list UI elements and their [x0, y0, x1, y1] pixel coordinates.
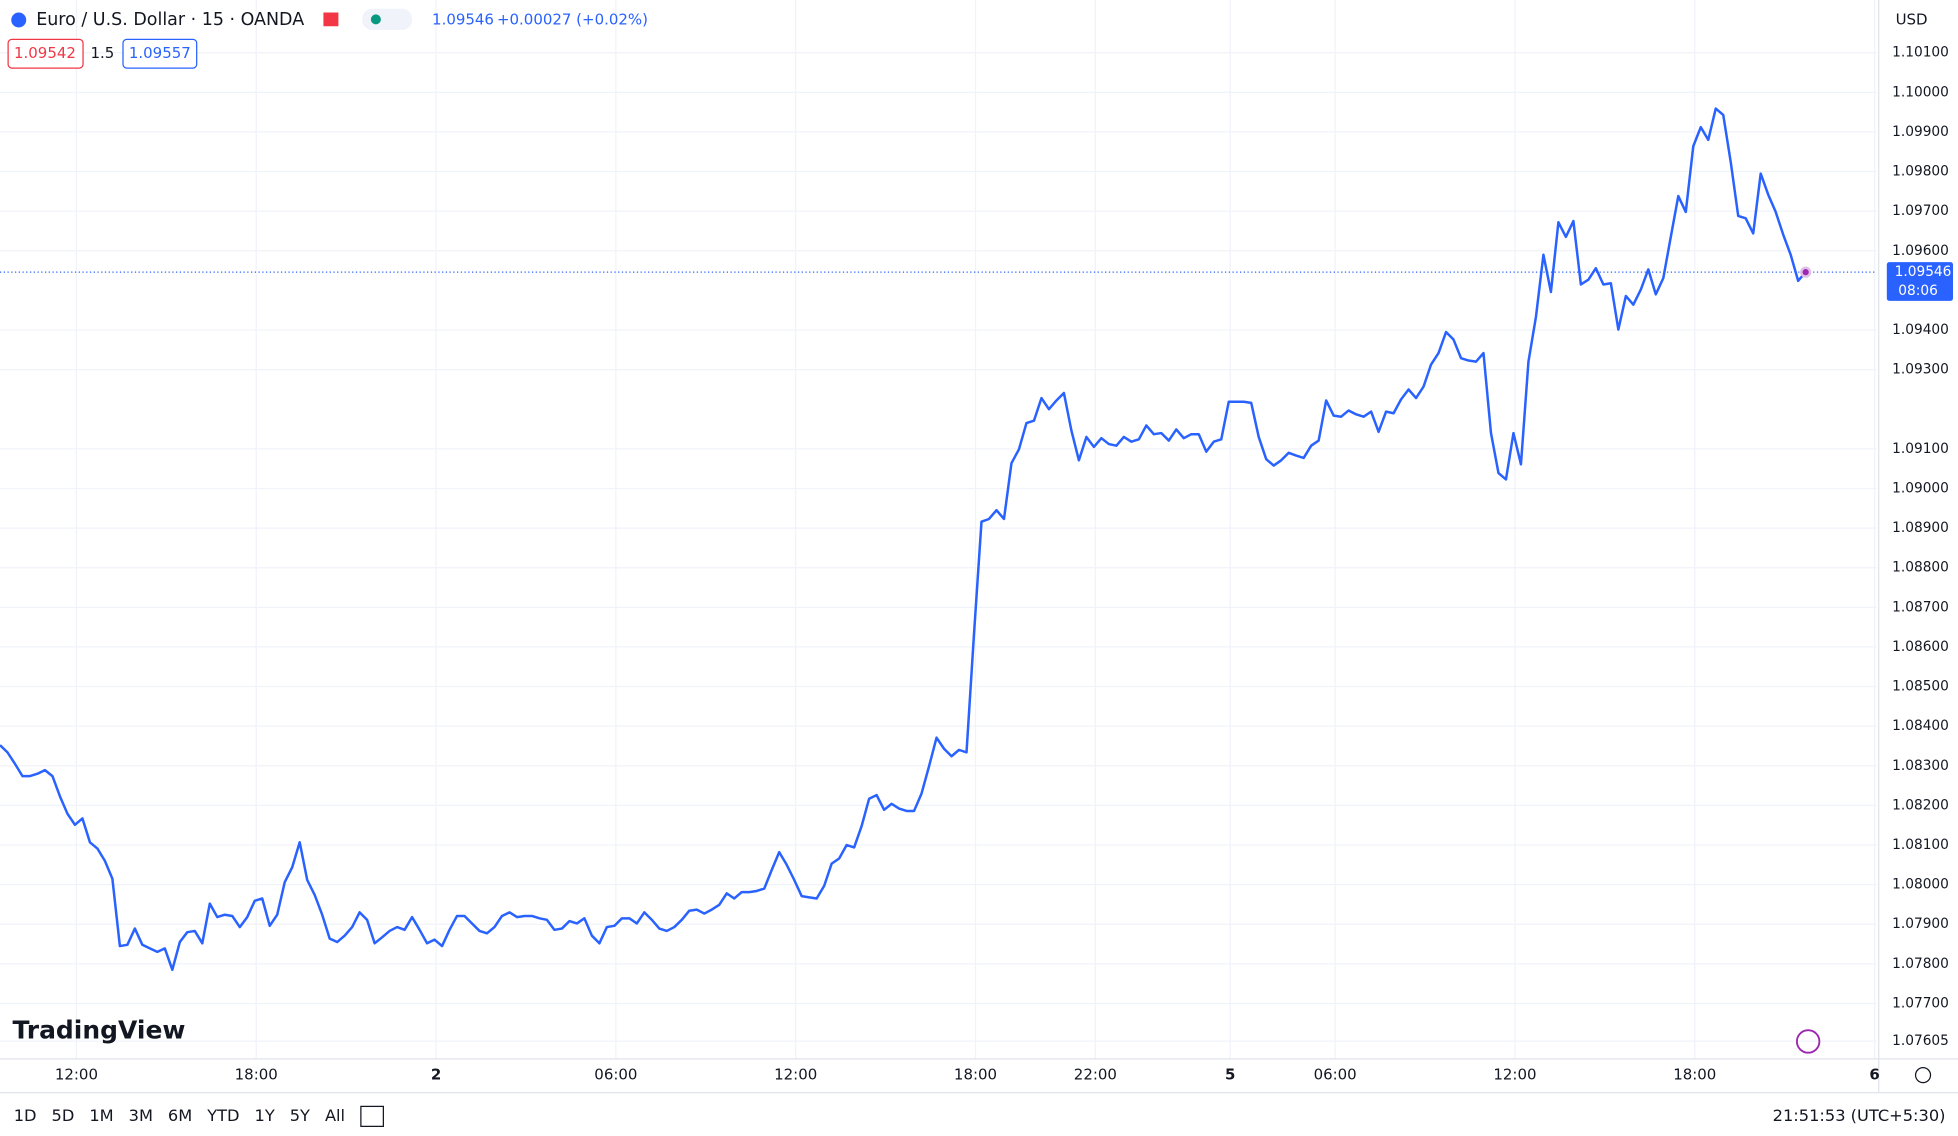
- x-tick-label: 06:00: [594, 1066, 637, 1084]
- brand: TradingView: [12, 1015, 185, 1044]
- x-tick-label: 12:00: [774, 1066, 817, 1084]
- range-button[interactable]: 1D: [14, 1106, 37, 1125]
- price-tag-label: 1.09546: [1895, 264, 1952, 280]
- x-tick-label: 18:00: [235, 1066, 278, 1084]
- y-tick-label: 1.08000: [1892, 877, 1949, 893]
- y-tick-label: 1.07900: [1892, 916, 1949, 932]
- last-point: [1800, 266, 1812, 278]
- x-tick-label: 12:00: [55, 1066, 98, 1084]
- x-tick-label: 5: [1225, 1066, 1235, 1084]
- y-tick-label: 1.07700: [1892, 995, 1949, 1011]
- y-tick-label: 1.08400: [1892, 718, 1949, 734]
- countdown: 08:06: [1898, 283, 1938, 299]
- alert-icon[interactable]: [1795, 1029, 1821, 1054]
- status-dot: [370, 14, 381, 25]
- y-tick-label: 1.08300: [1892, 758, 1949, 774]
- range-button[interactable]: 1Y: [255, 1106, 275, 1125]
- y-tick-label: 1.09800: [1892, 164, 1949, 180]
- y-tick-label: 1.07800: [1892, 956, 1949, 972]
- range-button[interactable]: 6M: [168, 1106, 192, 1125]
- x-tick-label: 12:00: [1493, 1066, 1536, 1084]
- y-tick-label: 1.10000: [1892, 84, 1949, 100]
- price-line: [0, 107, 1807, 972]
- currency[interactable]: USD: [1896, 10, 1928, 28]
- price-change: +0.00027 (+0.02%): [497, 10, 648, 28]
- y-tick-label: 1.09900: [1892, 124, 1949, 140]
- ask[interactable]: 1.09557: [129, 44, 191, 62]
- settings-icon[interactable]: [1914, 1067, 1932, 1084]
- price-tag: [1886, 262, 1954, 301]
- x-tick-label: 22:00: [1074, 1066, 1117, 1084]
- spread: 1.5: [90, 44, 114, 62]
- x-tick-label: 18:00: [1673, 1066, 1716, 1084]
- range-button[interactable]: 5Y: [290, 1106, 310, 1125]
- range-button[interactable]: 5D: [52, 1106, 75, 1125]
- y-tick-label: 1.09100: [1892, 441, 1949, 457]
- x-tick-label: 6: [1869, 1066, 1879, 1084]
- y-tick-label: 1.08600: [1892, 639, 1949, 655]
- flag[interactable]: [323, 12, 339, 27]
- y-tick-label: 1.10100: [1892, 45, 1949, 61]
- y-tick-label: 1.08700: [1892, 599, 1949, 615]
- y-tick-label: 1.09300: [1892, 362, 1949, 378]
- range-button[interactable]: 3M: [129, 1106, 153, 1125]
- y-tick-label: 1.09000: [1892, 480, 1949, 496]
- last-price: 1.09546: [432, 10, 494, 28]
- y-tick-label: 1.07605: [1892, 1033, 1949, 1049]
- y-tick-label: 1.08100: [1892, 837, 1949, 853]
- range-button[interactable]: All: [325, 1106, 345, 1125]
- y-tick-label: 1.09600: [1892, 243, 1949, 259]
- status-pill[interactable]: [362, 8, 413, 30]
- bid[interactable]: 1.09542: [14, 44, 76, 62]
- y-tick-label: 1.08800: [1892, 560, 1949, 576]
- y-tick-label: 1.08200: [1892, 797, 1949, 813]
- y-tick-label: 1.09400: [1892, 322, 1949, 338]
- x-tick-label: 06:00: [1314, 1066, 1357, 1084]
- sell-box[interactable]: [7, 38, 84, 69]
- x-tick-label: 2: [431, 1066, 441, 1084]
- y-tick-label: 1.08500: [1892, 679, 1949, 695]
- range-button[interactable]: YTD: [206, 1106, 239, 1125]
- clock: 21:51:53 (UTC+5:30): [1773, 1106, 1946, 1125]
- x-tick-label: 18:00: [954, 1066, 997, 1084]
- buy-box[interactable]: [122, 38, 198, 69]
- range-button[interactable]: 1M: [89, 1106, 113, 1125]
- y-tick-label: 1.08900: [1892, 520, 1949, 536]
- y-tick-label: 1.09700: [1892, 203, 1949, 219]
- symbol-title[interactable]: Euro / U.S. Dollar · 15 · OANDA: [36, 10, 304, 30]
- symbol-icon: [11, 12, 27, 28]
- date-icon[interactable]: [360, 1105, 384, 1127]
